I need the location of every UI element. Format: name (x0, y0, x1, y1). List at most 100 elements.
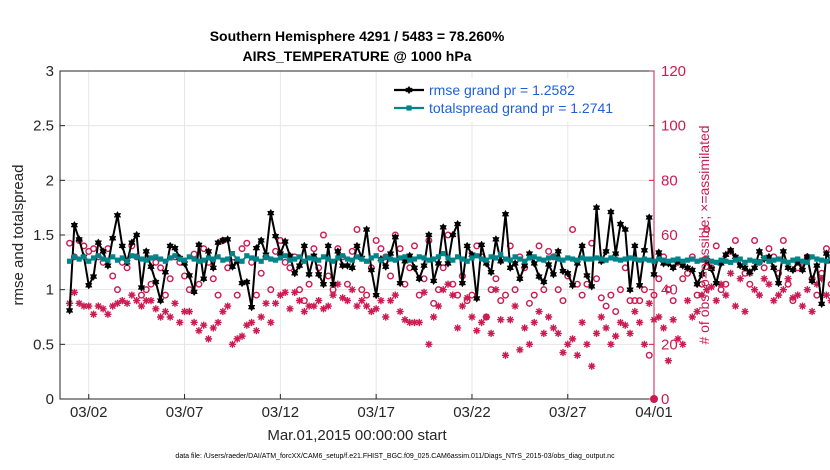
assimilated-obs-point (243, 321, 251, 329)
possible-obs-point (142, 286, 150, 294)
possible-obs-point (243, 239, 251, 247)
rmse-point (808, 276, 816, 286)
possible-obs-point (760, 264, 768, 272)
possible-obs-point (377, 245, 385, 253)
assimilated-obs-point (118, 297, 126, 305)
totalspread-point (181, 257, 188, 263)
assimilated-obs-point (372, 305, 380, 313)
possible-obs-point (310, 245, 318, 253)
assimilated-obs-point (683, 297, 692, 305)
totalspread-point (526, 255, 533, 261)
possible-obs-point (827, 280, 830, 288)
totalspread-point (584, 256, 590, 262)
totalspread-point (220, 257, 226, 263)
possible-obs-point (319, 231, 327, 239)
assimilated-obs-point (156, 313, 165, 321)
assimilated-obs-point (545, 313, 553, 321)
totalspread-point (809, 254, 815, 260)
totalspread-point (66, 258, 73, 264)
assimilated-obs-point (640, 340, 649, 348)
rmse-point (99, 247, 107, 256)
totalspread-point (531, 254, 537, 260)
legend-totalspread-label: totalspread grand pr = 1.2741 (429, 100, 613, 116)
assimilated-obs-point (295, 297, 304, 305)
rmse-point (722, 250, 730, 259)
assimilated-obs-point (631, 307, 639, 316)
totalspread-point (344, 256, 351, 262)
assimilated-obs-point (736, 275, 744, 283)
rmse-point (209, 263, 218, 273)
totalspread-point (335, 255, 341, 261)
totalspread-point (387, 256, 394, 262)
assimilated-obs-point (554, 329, 562, 337)
possible-obs-point (703, 226, 711, 234)
totalspread-point (502, 256, 509, 262)
assimilated-obs-point (339, 294, 347, 302)
assimilated-obs-point (463, 294, 471, 302)
rmse-point (607, 207, 615, 217)
rmse-point (516, 274, 524, 284)
rmse-point (132, 230, 141, 240)
assimilated-obs-point (401, 316, 409, 324)
y-tick-label: 0 (46, 391, 54, 408)
rmse-point (324, 241, 332, 251)
series-layer (65, 203, 830, 403)
assimilated-obs-point (578, 318, 586, 327)
totalspread-point (660, 257, 667, 263)
rmse-point (626, 285, 634, 294)
rmse-point (89, 272, 98, 281)
possible-obs-point (166, 275, 174, 283)
assimilated-obs-point (176, 318, 184, 327)
assimilated-obs-point (281, 288, 289, 296)
rmse-point (319, 279, 328, 289)
totalspread-point (114, 257, 121, 263)
assimilated-obs-point (564, 340, 572, 348)
y-tick-label: 0.5 (33, 336, 54, 353)
possible-obs-point (731, 236, 739, 244)
assimilated-obs-point (712, 297, 720, 305)
rmse-point (128, 238, 136, 247)
possible-obs-point (597, 294, 605, 302)
assimilated-obs-point (583, 340, 591, 348)
assimilated-obs-point (420, 288, 428, 296)
x-tick-label: 03/07 (166, 404, 204, 421)
possible-obs-point (252, 291, 260, 299)
y-tick-label: 3 (46, 63, 54, 80)
legend-background (389, 78, 650, 122)
totalspread-point (157, 256, 164, 262)
rmse-point (353, 241, 361, 251)
rmse-point (559, 266, 567, 276)
possible-obs-point (353, 226, 361, 234)
rmse-point (683, 263, 692, 273)
totalspread-point (282, 253, 288, 259)
totalspread-point (656, 256, 662, 262)
totalspread-point (325, 256, 331, 262)
assimilated-obs-point (453, 324, 462, 332)
assimilated-obs-point (549, 324, 558, 332)
y-tick-label: 1 (46, 282, 54, 299)
possible-obs-point (669, 297, 677, 305)
assimilated-obs-point (741, 307, 749, 316)
totalspread-point (555, 256, 561, 262)
rmse-point (300, 241, 309, 251)
assimilated-obs-point (195, 327, 203, 335)
rmse-point (185, 271, 194, 280)
possible-obs-point (712, 242, 720, 250)
y2-tick-label: 0 (661, 391, 669, 408)
assimilated-obs-point (659, 324, 668, 332)
totalspread-point (134, 254, 140, 260)
rmse-point (578, 241, 586, 251)
assimilated-obs-point (80, 302, 88, 310)
totalspread-point (761, 255, 767, 261)
totalspread-point (747, 257, 753, 263)
assimilated-obs-point (415, 318, 423, 327)
totalspread-point (550, 254, 557, 260)
assimilated-obs-point (770, 297, 778, 305)
rmse-point (415, 274, 424, 284)
assimilated-obs-point (147, 297, 155, 305)
assimilated-obs-point (315, 297, 323, 305)
assimilated-obs-point (750, 286, 759, 294)
rmse-point (429, 276, 438, 286)
totalspread-point (272, 257, 279, 263)
possible-obs-point (109, 272, 117, 280)
